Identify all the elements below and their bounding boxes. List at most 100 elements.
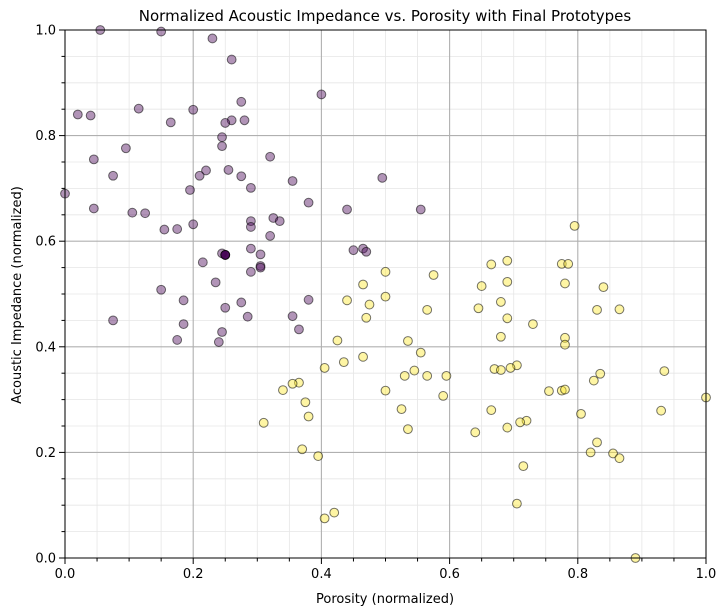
data-point [560, 339, 570, 350]
data-point [342, 204, 352, 215]
data-point [377, 172, 388, 183]
data-point [319, 513, 330, 524]
data-point [265, 151, 276, 162]
data-point [133, 103, 144, 114]
data-point [258, 417, 269, 428]
data-point [236, 297, 247, 308]
data-point [303, 197, 314, 208]
data-points [60, 25, 711, 563]
data-point [614, 453, 625, 464]
data-point [515, 417, 526, 428]
data-point [245, 222, 256, 232]
data-point [380, 291, 391, 302]
data-point [255, 262, 266, 273]
data-point [287, 378, 298, 389]
y-tick-label: 0.6 [35, 235, 56, 250]
data-point [140, 208, 151, 219]
x-tick-label: 1.0 [696, 567, 717, 582]
data-point [172, 335, 183, 345]
data-point [188, 219, 199, 230]
data-point [210, 277, 221, 288]
data-point [560, 332, 570, 343]
data-point [476, 281, 487, 291]
data-point [156, 26, 167, 37]
data-point [239, 115, 250, 126]
data-point [245, 243, 256, 254]
data-point [588, 375, 599, 386]
data-point [569, 220, 580, 231]
data-point [223, 165, 234, 175]
data-point [528, 319, 538, 329]
data-point [560, 384, 570, 395]
data-point [236, 171, 247, 182]
data-point [438, 391, 449, 401]
data-point [316, 89, 327, 100]
data-point [201, 165, 211, 176]
data-point [217, 132, 227, 143]
y-tick-label: 0.8 [35, 129, 56, 144]
data-point [518, 461, 529, 472]
data-point [403, 336, 413, 346]
data-point [338, 357, 349, 368]
x-tick-label: 0.4 [311, 567, 332, 582]
data-point [502, 313, 513, 324]
data-point [300, 397, 311, 408]
data-point [598, 282, 609, 293]
data-point [592, 437, 602, 448]
data-point [185, 185, 195, 195]
data-point [608, 448, 618, 459]
data-point [495, 297, 506, 307]
data-point [473, 303, 484, 314]
data-point [409, 365, 420, 376]
data-point [563, 259, 574, 269]
y-tick-label: 1.0 [35, 24, 56, 39]
data-point [194, 170, 205, 181]
data-point [396, 404, 407, 415]
data-point [303, 411, 314, 422]
x-tick-label: 0.6 [439, 567, 460, 582]
data-point [364, 299, 375, 310]
data-point [495, 331, 506, 342]
x-tick-label: 0.0 [55, 567, 76, 582]
data-point [422, 370, 433, 381]
data-point [85, 110, 96, 121]
data-point [165, 117, 176, 128]
y-tick-label: 0.2 [35, 446, 56, 461]
data-point [303, 294, 314, 305]
data-point [422, 304, 433, 315]
data-point [441, 370, 452, 381]
x-tick-label: 0.8 [567, 567, 588, 582]
data-point [127, 207, 138, 218]
x-axis-label: Porosity (normalized) [316, 592, 454, 607]
data-point [656, 405, 667, 416]
data-point [329, 507, 340, 518]
data-point [159, 224, 170, 235]
data-point [361, 246, 372, 257]
data-point [287, 176, 298, 186]
data-point [358, 351, 368, 362]
data-point [245, 266, 256, 277]
data-point [502, 422, 513, 433]
data-point [470, 427, 481, 438]
data-point [217, 327, 227, 337]
data-point [245, 182, 256, 193]
y-axis-label: Acoustic Impedance (normalized) [10, 186, 25, 404]
data-point [585, 447, 596, 458]
data-point [486, 259, 497, 270]
data-point [399, 370, 410, 381]
data-point [88, 203, 99, 214]
data-point [595, 368, 606, 379]
data-point [319, 363, 330, 373]
data-point [197, 257, 208, 268]
data-point [172, 224, 183, 234]
data-point [108, 315, 118, 326]
data-point [178, 295, 189, 306]
y-tick-label: 0.4 [35, 340, 56, 355]
data-point [502, 276, 513, 287]
data-point [544, 386, 554, 397]
data-point [361, 312, 372, 323]
data-point [156, 284, 167, 295]
data-point [403, 424, 413, 435]
